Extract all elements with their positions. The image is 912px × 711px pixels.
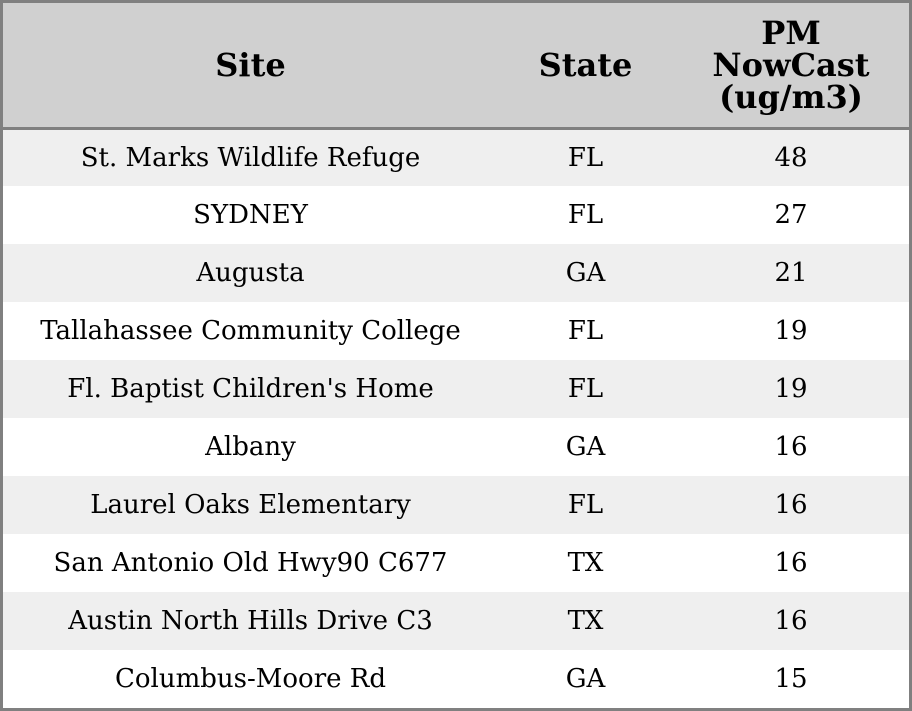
table-row: SYDNEY FL 27 <box>3 186 909 244</box>
pm-value-cell: 48 <box>774 142 808 173</box>
table-row: Tallahassee Community College FL 19 <box>3 302 909 360</box>
column-header-site: Site <box>3 3 498 130</box>
state-cell: GA <box>565 258 606 288</box>
pm-value-cell: 27 <box>774 200 808 230</box>
column-header-pm-nowcast: PM NowCast (ug/m3) <box>673 3 909 130</box>
state-cell: FL <box>567 374 604 404</box>
pm-value-cell: 15 <box>774 664 808 694</box>
state-cell: FL <box>567 142 604 173</box>
site-cell: Albany <box>205 432 296 462</box>
table-row: St. Marks Wildlife Refuge FL 48 <box>3 128 909 186</box>
table-row: San Antonio Old Hwy90 C677 TX 16 <box>3 534 909 592</box>
site-cell: Columbus-Moore Rd <box>114 664 386 694</box>
site-cell: Laurel Oaks Elementary <box>90 490 411 520</box>
table-row: Columbus-Moore Rd GA 15 <box>3 650 909 708</box>
pm-value-cell: 16 <box>774 606 808 636</box>
state-cell: GA <box>565 432 606 462</box>
site-cell: St. Marks Wildlife Refuge <box>80 142 421 173</box>
column-header-pm-line-2: NowCast <box>712 45 870 84</box>
state-cell: FL <box>567 490 604 520</box>
table-row: Austin North Hills Drive C3 TX 16 <box>3 592 909 650</box>
state-cell: TX <box>567 548 604 578</box>
column-header-pm-line-3: (ug/m3) <box>719 77 863 116</box>
state-cell: GA <box>565 664 606 694</box>
pm-value-cell: 19 <box>774 316 808 346</box>
site-cell: Tallahassee Community College <box>40 316 461 346</box>
site-cell: Austin North Hills Drive C3 <box>68 606 433 636</box>
site-cell: San Antonio Old Hwy90 C677 <box>53 548 448 578</box>
pm-value-cell: 19 <box>774 374 808 404</box>
table-row: Fl. Baptist Children's Home FL 19 <box>3 360 909 418</box>
table-row: Augusta GA 21 <box>3 244 909 302</box>
data-table: Site State PM NowCast (ug/m3) St. Marks … <box>3 3 909 708</box>
table-header: Site State PM NowCast (ug/m3) <box>3 3 909 130</box>
site-cell: SYDNEY <box>193 200 308 230</box>
table-body: St. Marks Wildlife Refuge FL 48 SYDNEY F… <box>3 128 909 708</box>
table-row: Albany GA 16 <box>3 418 909 476</box>
column-header-state: State <box>498 3 673 130</box>
pm-value-cell: 16 <box>774 548 808 578</box>
table-row: Laurel Oaks Elementary FL 16 <box>3 476 909 534</box>
site-cell: Augusta <box>196 258 305 288</box>
state-cell: FL <box>567 200 604 230</box>
pm-value-cell: 16 <box>774 432 808 462</box>
site-cell: Fl. Baptist Children's Home <box>67 374 434 404</box>
column-header-pm-line-1: PM <box>761 13 821 52</box>
state-cell: FL <box>567 316 604 346</box>
pm-value-cell: 16 <box>774 490 808 520</box>
header-row: Site State PM NowCast (ug/m3) <box>3 3 909 130</box>
state-cell: TX <box>567 606 604 636</box>
pm-value-cell: 21 <box>774 258 808 288</box>
